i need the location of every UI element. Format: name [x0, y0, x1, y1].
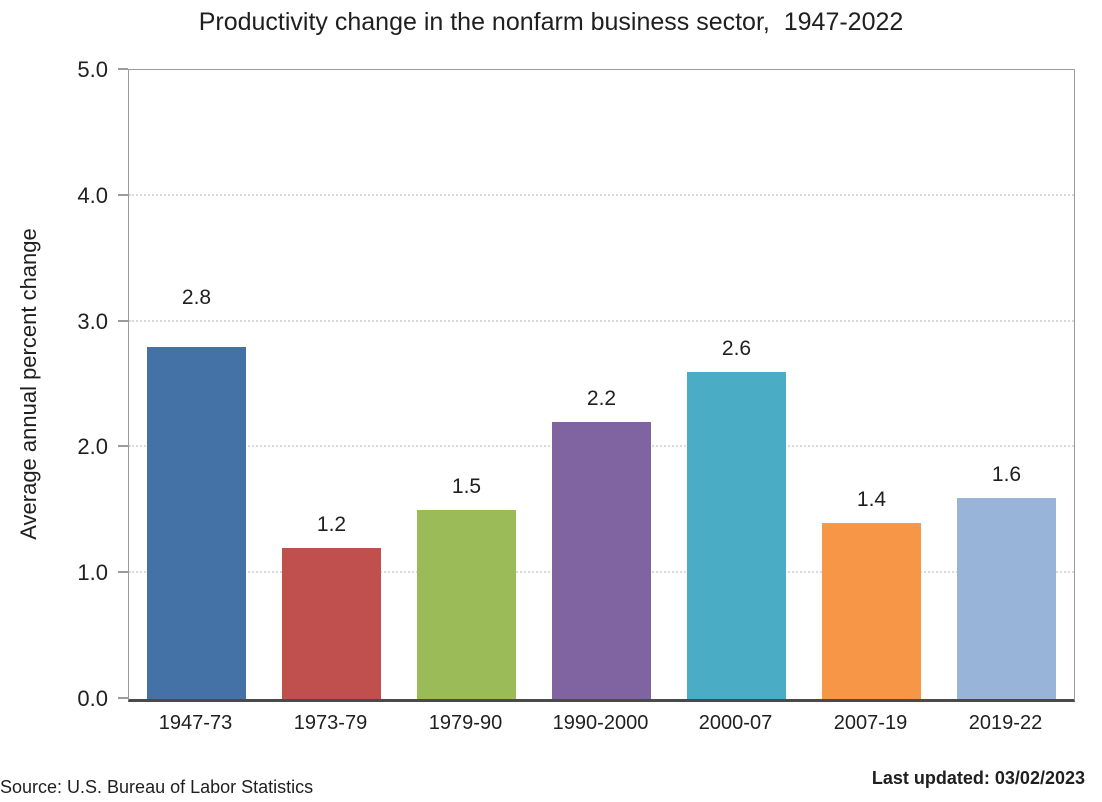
bar-2019-22: [957, 497, 1056, 699]
bar-value-label: 2.2: [586, 387, 617, 411]
y-tick-label: 1.0: [77, 560, 108, 586]
gridline: [129, 319, 1074, 322]
x-tick-label: 1973-79: [293, 712, 368, 734]
y-tick-mark: [118, 697, 128, 699]
bar-value-label: 2.6: [721, 336, 752, 360]
y-tick-label: 0.0: [77, 686, 108, 711]
bar-1990-2000: [552, 422, 651, 699]
x-tick-label: 1979-90: [428, 712, 503, 734]
x-tick-label: 1947-73: [158, 712, 233, 734]
y-tick-label: 2.0: [77, 434, 108, 460]
bar-1947-73: [147, 346, 246, 699]
x-tick-label: 1990-2000: [552, 712, 649, 734]
plot-area: 2.8 1.2 1.5 2.2 2.6 1.4 1.6: [128, 69, 1075, 702]
y-tick-mark: [118, 445, 128, 448]
bar-value-label: 1.4: [856, 487, 887, 511]
x-tick-label: 2007-19: [833, 712, 908, 734]
y-tick-mark: [118, 319, 128, 322]
bar-2007-19: [822, 522, 921, 699]
y-tick-mark: [118, 571, 128, 574]
x-tick-label: 2000-07: [698, 712, 773, 734]
gridline: [129, 193, 1074, 196]
bar-1973-79: [282, 548, 381, 699]
bar-value-label: 1.5: [451, 475, 482, 499]
y-tick-mark: [118, 193, 128, 196]
bar-2000-07: [687, 371, 786, 699]
bar-1979-90: [417, 510, 516, 699]
source-note: Source: U.S. Bureau of Labor Statistics: [0, 777, 314, 797]
y-axis-title: Average annual percent change: [14, 69, 44, 698]
bar-value-label: 1.6: [991, 462, 1022, 486]
chart-title: Productivity change in the nonfarm busin…: [198, 8, 904, 36]
y-tick-mark: [118, 68, 128, 70]
y-tick-label: 4.0: [77, 182, 108, 208]
y-tick-label: 5.0: [77, 57, 108, 82]
y-axis-title-text: Average annual percent change: [16, 227, 42, 540]
bar-value-label: 1.2: [316, 513, 347, 537]
last-updated-note: Last updated: 03/02/2023: [871, 768, 1085, 788]
bar-value-label: 2.8: [181, 285, 212, 309]
y-tick-label: 3.0: [77, 308, 108, 334]
x-tick-label: 2019-22: [968, 712, 1043, 734]
